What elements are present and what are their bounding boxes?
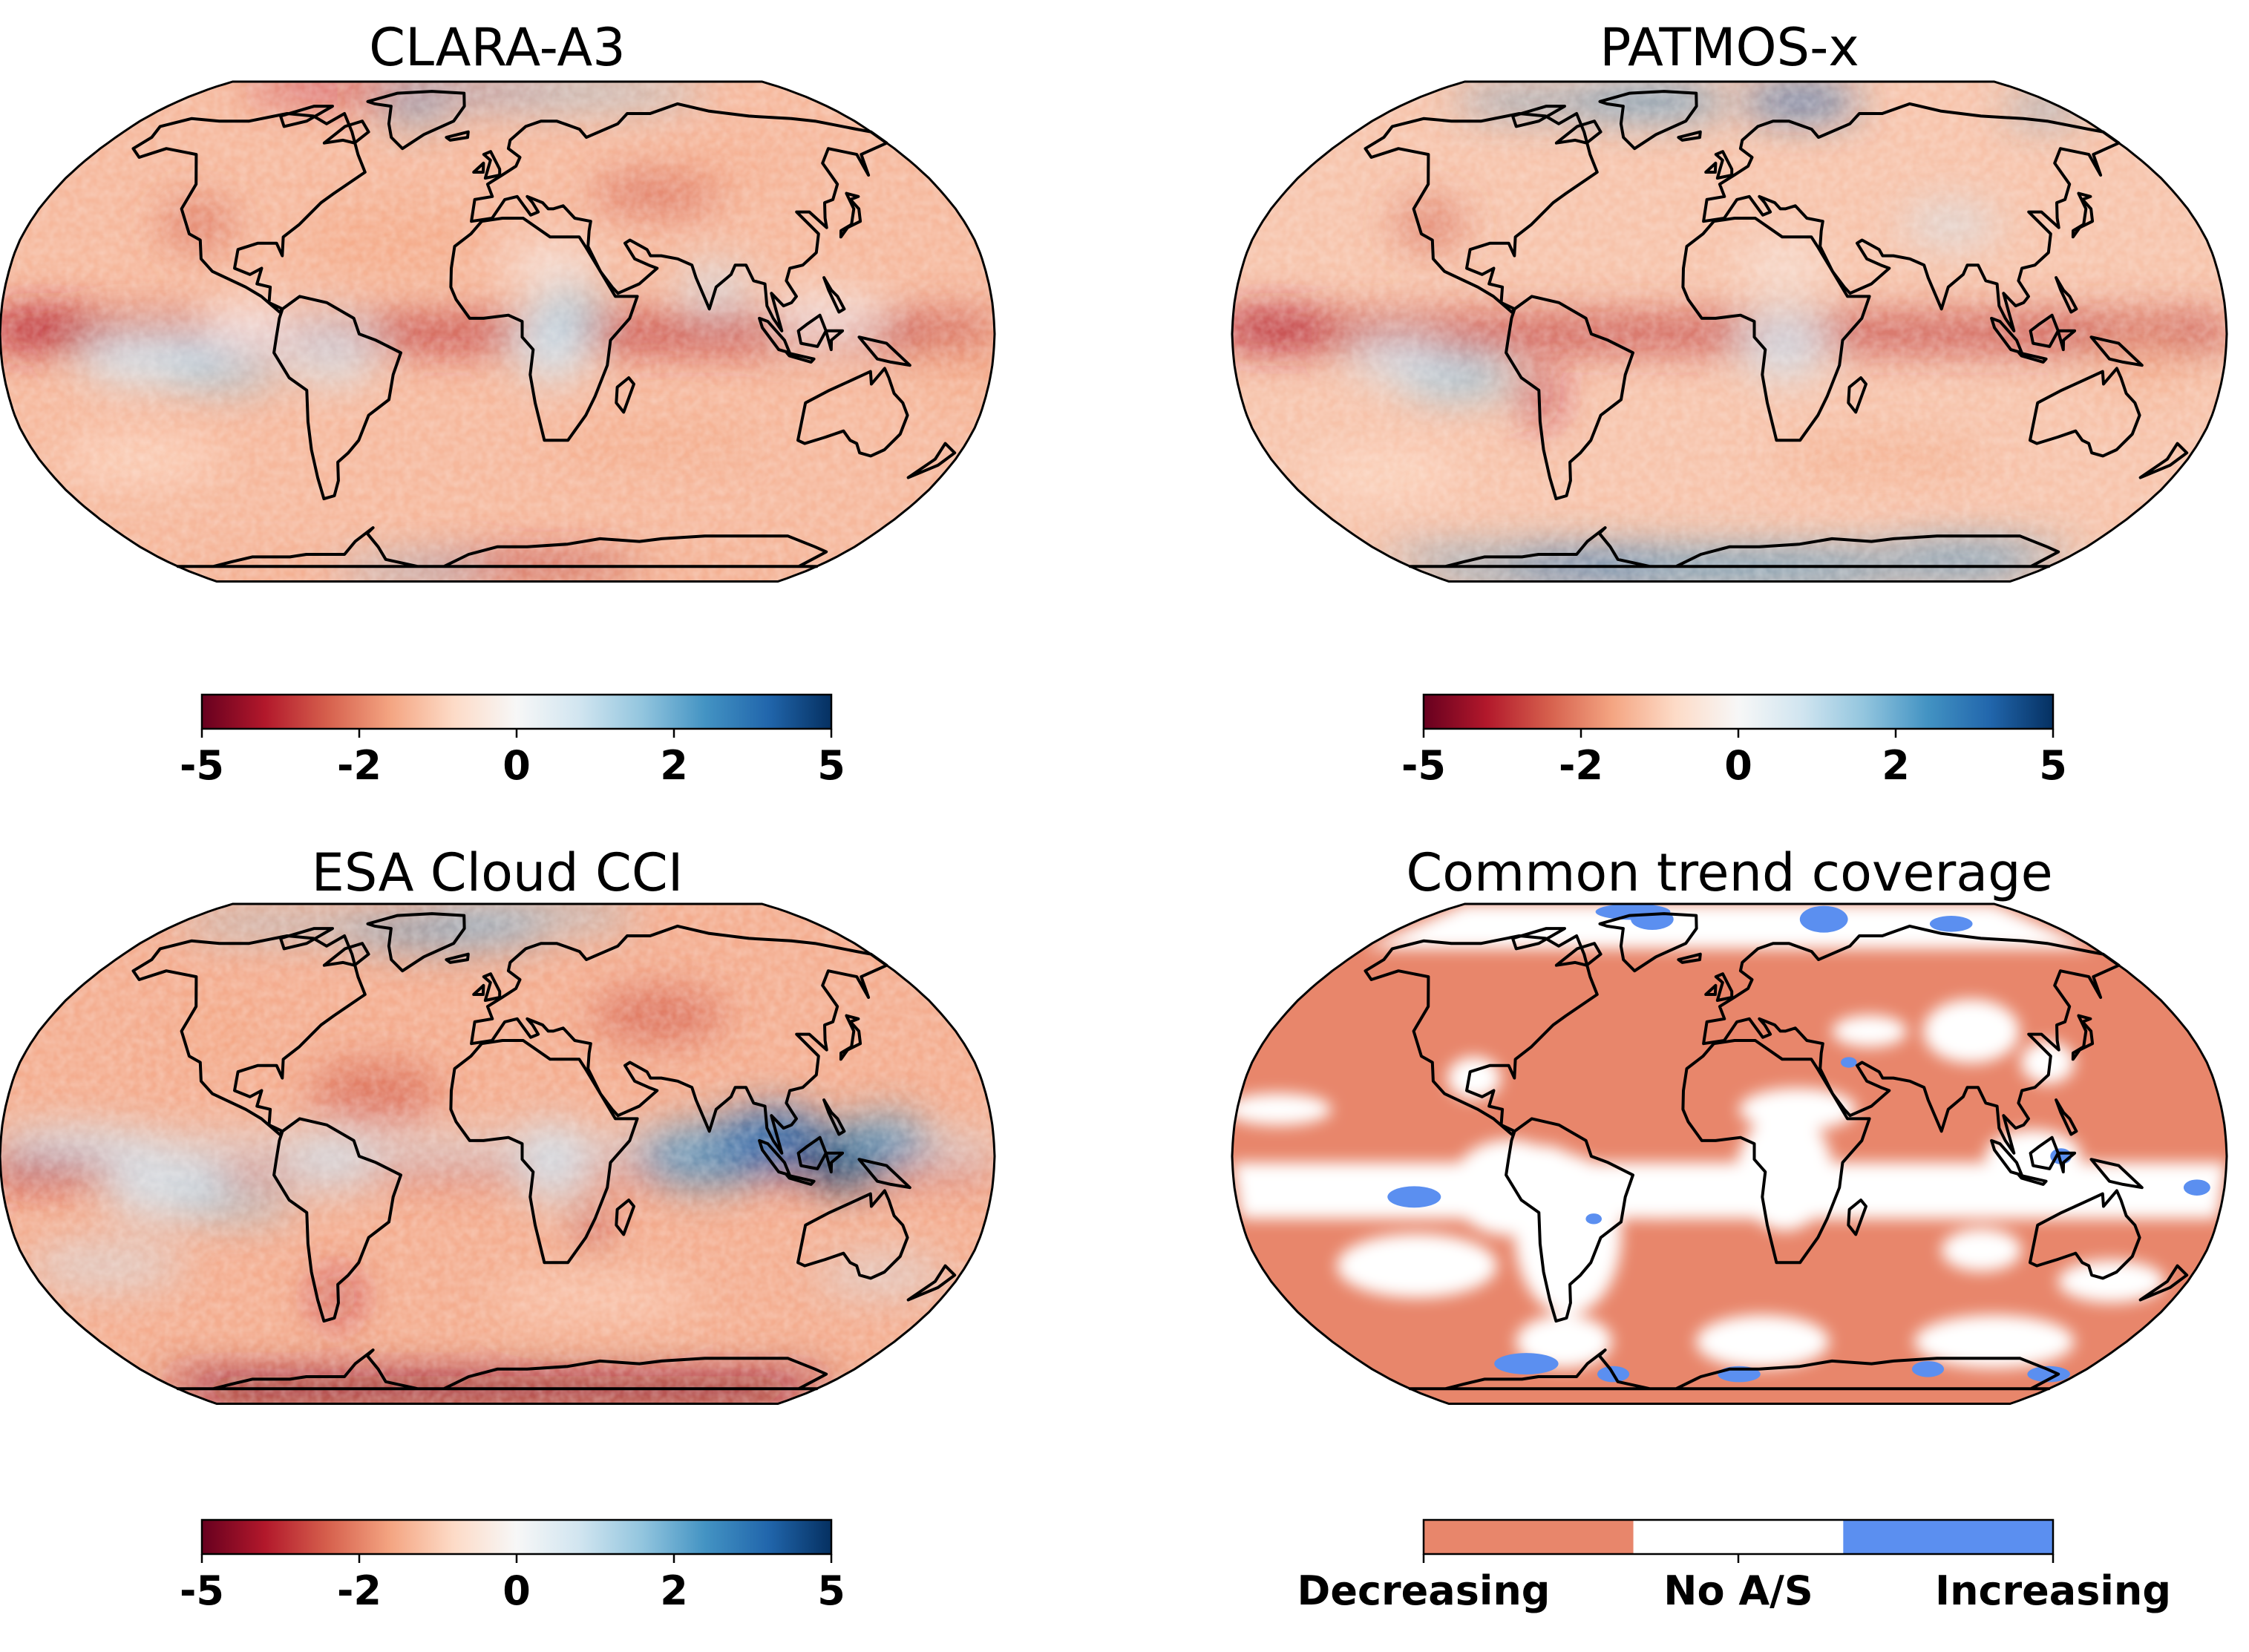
map-panel-esa: ESA Cloud CCI [0,842,996,1405]
colorbar-tick-label: -2 [337,742,382,789]
coastlines [1364,912,2189,1391]
colorbar-tick-label: 0 [1724,742,1752,789]
panel-title: ESA Cloud CCI [312,842,684,903]
legend-label: Decreasing [1297,1567,1551,1614]
legend-swatch [1843,1520,2053,1554]
coastlines [1364,90,2189,568]
colorbar-tick-label: 2 [660,1567,688,1614]
coastlines [131,912,957,1391]
colorbar-gradient [202,1520,831,1554]
colorbar-gradient [1424,695,2053,729]
colorbar-tick-label: -5 [180,1567,224,1614]
map-frame [0,80,996,583]
legend-label: No A/S [1663,1567,1813,1614]
legend-swatch [1424,1520,1634,1554]
colorbar-tick-label: 2 [1882,742,1910,789]
colorbar: -5 -2 0 2 5 [180,1518,845,1614]
map-panel-common: Common trend coverage [1231,842,2228,1405]
legend-label: Increasing [1935,1567,2171,1614]
panel-title: Common trend coverage [1406,842,2052,903]
map-frame [1231,902,2228,1405]
coastlines [131,90,957,568]
panel-title: PATMOS-x [1600,17,1859,78]
colorbar-tick-label: -5 [180,742,224,789]
colorbar-tick-label: -2 [1559,742,1603,789]
colorbar-tick-label: -2 [337,1567,382,1614]
map-field [1232,82,2227,582]
colorbar: -5 -2 0 2 5 [180,693,845,789]
map-panel-clara: CLARA-A3 [0,17,996,583]
colorbar-tick-label: -5 [1401,742,1446,789]
colorbar-tick-label: 0 [502,1567,531,1614]
panel-title: CLARA-A3 [369,17,626,78]
map-field [0,904,995,1404]
colorbar-tick-label: 5 [817,1567,845,1614]
map-frame [0,902,996,1405]
map-field [1232,904,2227,1404]
no-trend-areas [1232,904,2227,1369]
colorbar-tick-label: 2 [660,742,688,789]
category-legend: Decreasing No A/S Increasing [1297,1518,2171,1614]
legend-swatch [1633,1520,1844,1554]
colorbar-tick-label: 5 [2039,742,2067,789]
map-frame [1231,80,2228,583]
map-panel-patmos: PATMOS-x [1231,17,2228,583]
colorbar-gradient [202,695,831,729]
colorbar: -5 -2 0 2 5 [1401,693,2067,789]
colorbar-tick-label: 5 [817,742,845,789]
colorbar-tick-label: 0 [502,742,531,789]
